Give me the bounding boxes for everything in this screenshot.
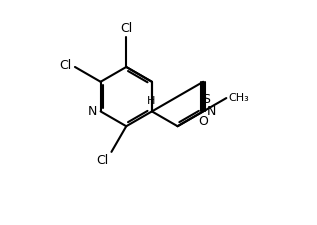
Text: Cl: Cl bbox=[97, 154, 109, 167]
Text: CH₃: CH₃ bbox=[228, 93, 249, 103]
Text: O: O bbox=[198, 115, 208, 128]
Text: Cl: Cl bbox=[59, 59, 72, 72]
Text: N: N bbox=[207, 105, 217, 118]
Text: Cl: Cl bbox=[120, 22, 133, 35]
Text: H: H bbox=[147, 96, 155, 106]
Text: S: S bbox=[203, 93, 210, 106]
Text: N: N bbox=[87, 105, 97, 118]
